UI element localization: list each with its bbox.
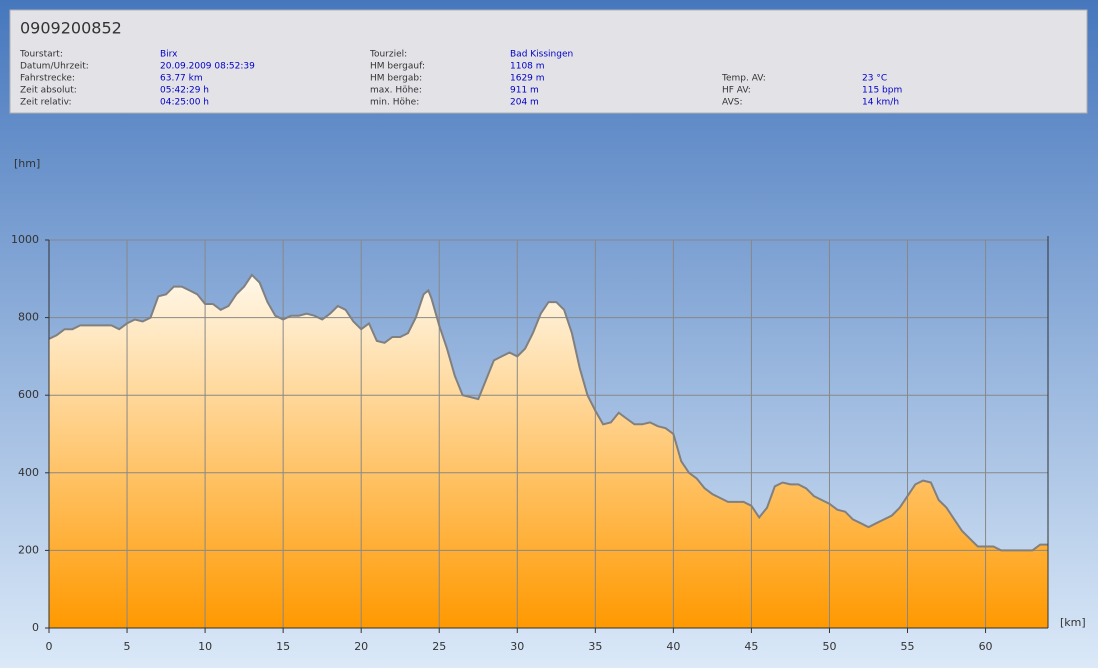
field-label: AVS:: [722, 98, 742, 108]
field-label: min. Höhe:: [370, 98, 419, 108]
field-label: Tourziel:: [369, 50, 407, 60]
field-value: 204 m: [510, 98, 539, 108]
y-tick-label: 600: [18, 388, 39, 401]
field-label: Fahrstrecke:: [20, 74, 75, 84]
field-value: Bad Kissingen: [510, 50, 573, 60]
field-label: Tourstart:: [19, 50, 63, 60]
field-label: Zeit absolut:: [20, 86, 77, 96]
panel-title: 0909200852: [20, 19, 122, 38]
field-value: 115 bpm: [862, 86, 902, 96]
field-label: Datum/Uhrzeit:: [20, 62, 89, 72]
x-tick-label: 60: [979, 640, 993, 653]
x-axis-label: [km]: [1060, 616, 1086, 629]
field-label: HM bergauf:: [370, 62, 425, 72]
field-label: Temp. AV:: [721, 74, 766, 84]
field-value: 63.77 km: [160, 74, 203, 84]
field-label: HM bergab:: [370, 74, 422, 84]
field-label: max. Höhe:: [370, 86, 422, 96]
y-tick-label: 800: [18, 311, 39, 324]
x-tick-label: 25: [432, 640, 446, 653]
x-tick-label: 55: [901, 640, 915, 653]
field-value: 20.09.2009 08:52:39: [160, 62, 255, 72]
field-value: 1629 m: [510, 74, 545, 84]
field-value: 23 °C: [862, 74, 887, 84]
y-tick-label: 200: [18, 543, 39, 556]
x-tick-label: 5: [124, 640, 131, 653]
field-label: Zeit relativ:: [20, 98, 72, 108]
x-tick-label: 10: [198, 640, 212, 653]
elevation-line: [48, 273, 1048, 552]
field-label: HF AV:: [722, 86, 751, 96]
info-panel: [9, 9, 1088, 114]
y-tick-label: 400: [18, 466, 39, 479]
x-tick-label: 20: [354, 640, 368, 653]
field-value: 05:42:29 h: [160, 86, 209, 96]
x-tick-label: 40: [666, 640, 680, 653]
y-axis-label: [hm]: [14, 157, 40, 170]
field-value: 911 m: [510, 86, 539, 96]
y-tick-label: 0: [32, 621, 39, 634]
field-value: 14 km/h: [862, 98, 899, 108]
x-tick-label: 0: [46, 640, 53, 653]
y-tick-label: 1000: [11, 233, 39, 246]
x-tick-label: 50: [822, 640, 836, 653]
x-tick-label: 45: [744, 640, 758, 653]
field-value: 1108 m: [510, 62, 545, 72]
elevation-area: [49, 274, 1048, 628]
x-tick-label: 35: [588, 640, 602, 653]
x-tick-label: 30: [510, 640, 524, 653]
field-value: 04:25:00 h: [160, 98, 209, 108]
field-value: Birx: [160, 50, 178, 60]
x-tick-label: 15: [276, 640, 290, 653]
